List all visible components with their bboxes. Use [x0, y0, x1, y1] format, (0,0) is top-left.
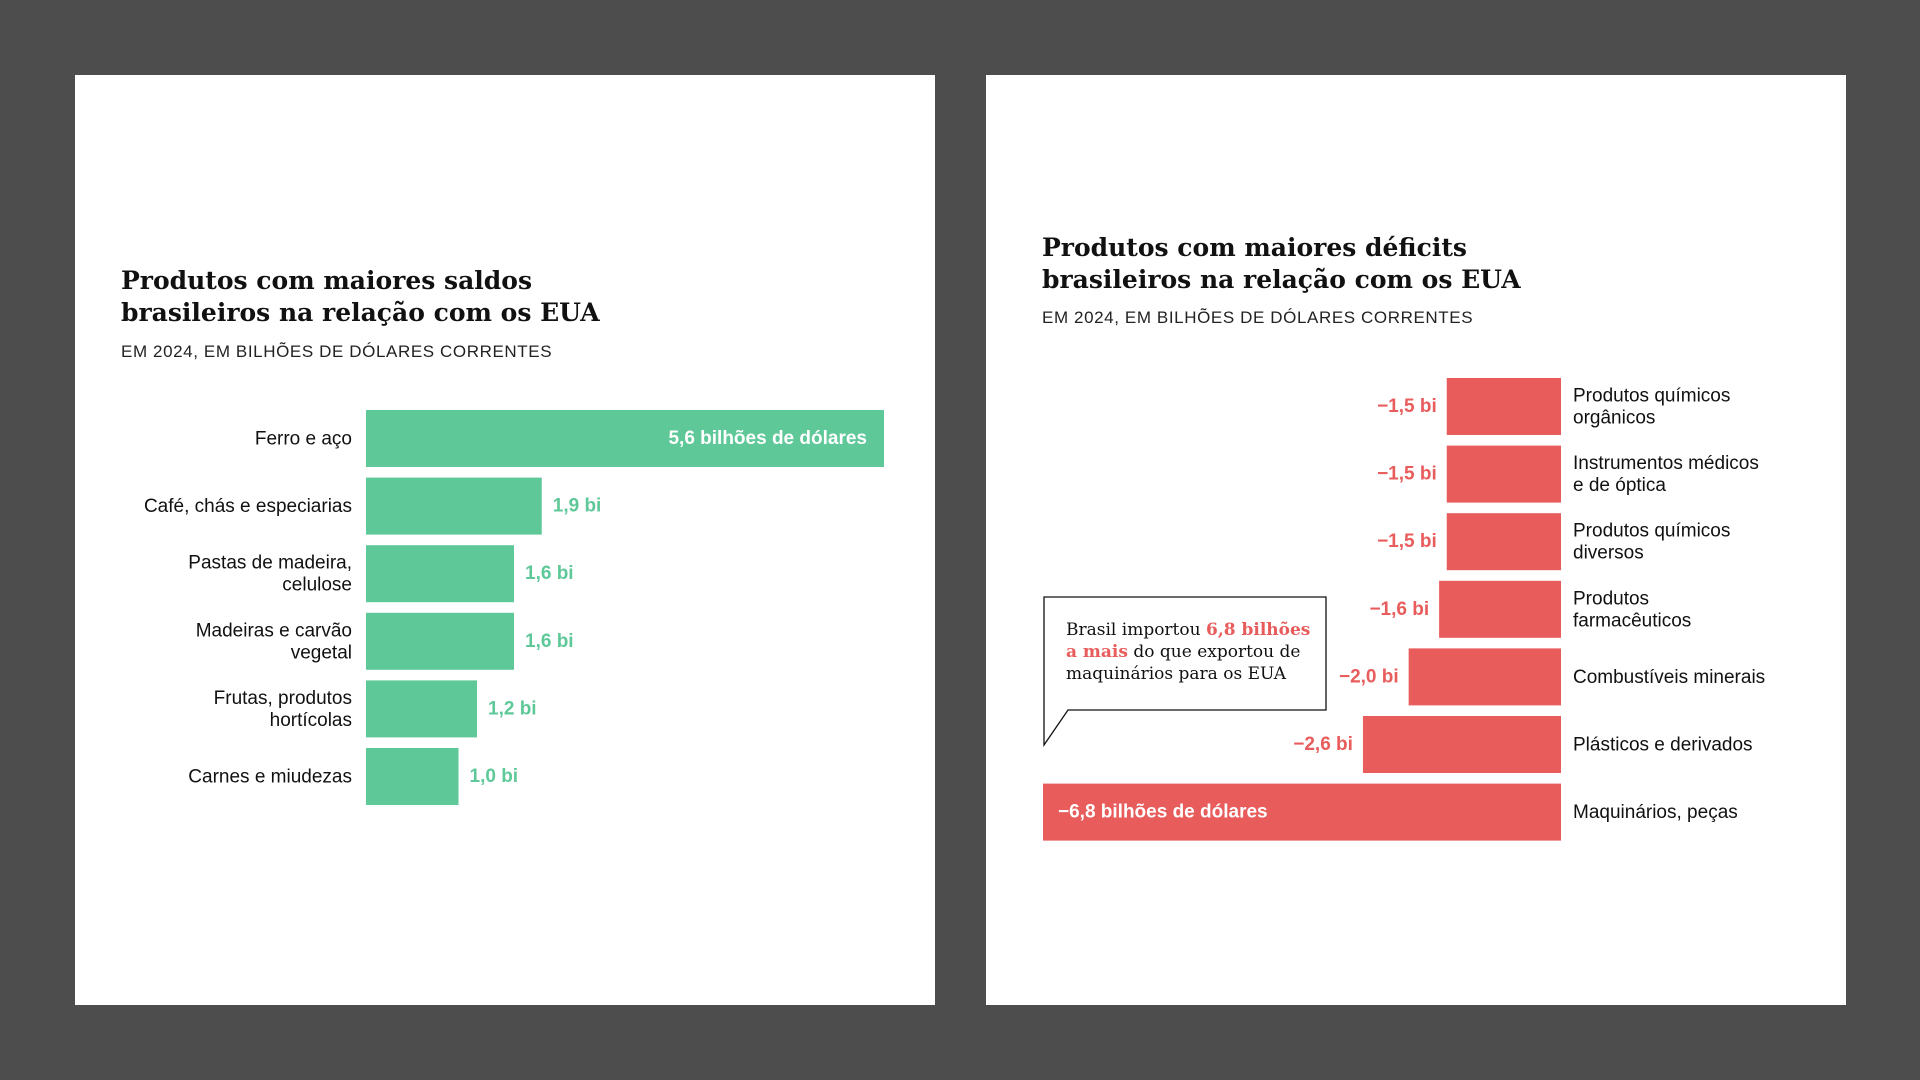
value-label-7: −6,8 bilhões de dólares — [1058, 802, 1268, 823]
value-label-2: 1,9 bi — [553, 496, 602, 517]
annotation-callout: Brasil importou 6,8 bilhões a mais do que… — [1043, 596, 1327, 748]
bar-4 — [1439, 580, 1561, 638]
bar-7 — [1043, 783, 1561, 841]
bar-3 — [366, 545, 514, 603]
category-label-1: Ferro e aço — [255, 428, 352, 449]
bar-6 — [366, 748, 459, 805]
category-label-3: Pastas de madeira, celulose — [188, 552, 352, 595]
value-label-6: 1,0 bi — [470, 766, 519, 787]
chart-saldos: Produtos com maiores saldos brasileiros n… — [121, 266, 884, 805]
category-label-4: Madeiras e carvão vegetal — [196, 620, 352, 663]
category-label-2: Café, chás e especiarias — [144, 496, 352, 517]
chart-subtitle: EM 2024, EM BILHÕES DE DÓLARES CORRENTES — [1042, 308, 1473, 327]
category-label-5: Frutas, produtos hortícolas — [214, 687, 352, 730]
annotation-text: Brasil importou 6,8 bilhões a mais do que… — [1066, 620, 1310, 684]
category-label-4: Produtos farmacêuticos — [1573, 588, 1691, 631]
value-label-5: −2,0 bi — [1339, 666, 1399, 687]
bar-2 — [366, 477, 542, 535]
chart-panel-saldos: Produtos com maiores saldos brasileiros n… — [75, 75, 935, 1005]
category-label-2: Instrumentos médicos e de óptica — [1573, 453, 1759, 496]
category-label-6: Plásticos e derivados — [1573, 734, 1753, 755]
value-label-1: 5,6 bilhões de dólares — [668, 428, 867, 449]
category-label-1: Produtos químicos orgânicos — [1573, 385, 1730, 428]
bar-5 — [366, 680, 477, 738]
category-label-7: Maquinários, peças — [1573, 802, 1738, 823]
value-label-4: −1,6 bi — [1369, 599, 1429, 620]
value-label-4: 1,6 bi — [525, 631, 574, 652]
bar-1 — [1446, 378, 1561, 435]
chart-title: Produtos com maiores déficits brasileiros… — [1042, 233, 1521, 294]
bar-5 — [1408, 648, 1561, 706]
bar-1 — [366, 410, 884, 467]
bar-2 — [1446, 445, 1561, 503]
callout-box — [1043, 596, 1327, 748]
chart-title: Produtos com maiores saldos brasileiros n… — [121, 266, 600, 327]
chart-panel-deficits: Produtos com maiores déficits brasileiros… — [986, 75, 1846, 1005]
category-label-5: Combustíveis minerais — [1573, 666, 1765, 687]
value-label-3: 1,6 bi — [525, 563, 574, 584]
value-label-2: −1,5 bi — [1377, 464, 1437, 485]
bar-4 — [366, 612, 514, 670]
value-label-6: −2,6 bi — [1293, 734, 1353, 755]
bar-6 — [1362, 716, 1561, 773]
chart-deficits: Produtos com maiores déficits brasileiros… — [1042, 233, 1765, 841]
value-label-5: 1,2 bi — [488, 698, 537, 719]
category-label-3: Produtos químicos diversos — [1573, 520, 1730, 563]
bar-3 — [1446, 513, 1561, 571]
value-label-1: −1,5 bi — [1377, 396, 1437, 417]
value-label-3: −1,5 bi — [1377, 531, 1437, 552]
chart-subtitle: EM 2024, EM BILHÕES DE DÓLARES CORRENTES — [121, 342, 552, 361]
category-label-6: Carnes e miudezas — [188, 766, 352, 787]
